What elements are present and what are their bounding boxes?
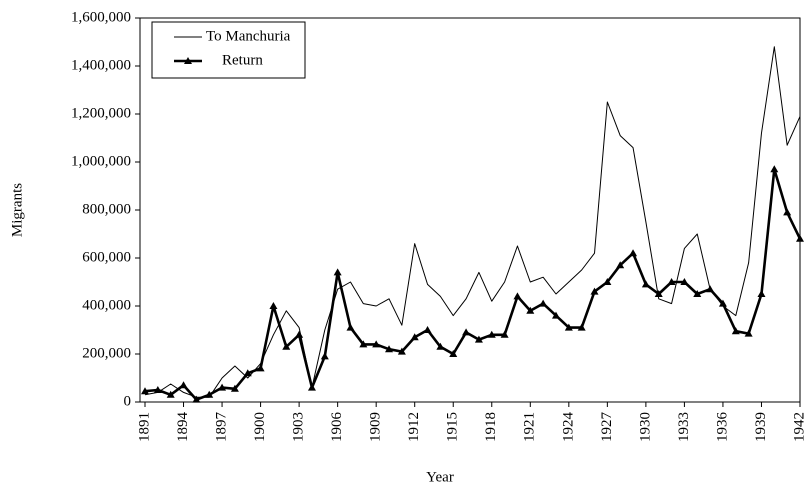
point-marker bbox=[667, 278, 676, 285]
point-marker bbox=[385, 345, 394, 353]
point-marker bbox=[218, 383, 227, 391]
point-marker bbox=[731, 327, 740, 335]
x-tick-label: 1906 bbox=[329, 412, 345, 443]
point-marker bbox=[590, 287, 599, 295]
x-tick-label: 1939 bbox=[753, 412, 769, 442]
x-tick-label: 1903 bbox=[291, 412, 307, 442]
point-marker bbox=[564, 323, 573, 331]
point-marker bbox=[372, 340, 381, 348]
point-marker bbox=[307, 383, 316, 391]
point-marker bbox=[693, 290, 702, 297]
y-tick-label: 1,400,000 bbox=[71, 57, 131, 73]
point-marker bbox=[744, 329, 753, 337]
point-marker bbox=[166, 390, 175, 398]
x-tick-label: 1894 bbox=[175, 412, 191, 443]
point-marker bbox=[783, 208, 792, 216]
x-tick-label: 1912 bbox=[406, 412, 422, 442]
point-marker bbox=[539, 299, 548, 307]
point-marker bbox=[796, 234, 804, 242]
point-marker bbox=[603, 278, 612, 285]
point-marker bbox=[295, 330, 304, 338]
x-tick-label: 1900 bbox=[252, 412, 268, 442]
point-marker bbox=[449, 350, 458, 357]
point-marker bbox=[256, 364, 265, 372]
point-marker bbox=[680, 278, 689, 285]
point-marker bbox=[410, 333, 419, 341]
point-marker bbox=[718, 299, 727, 307]
point-marker bbox=[141, 387, 149, 395]
y-tick-label: 600,000 bbox=[82, 249, 131, 265]
x-tick-label: 1921 bbox=[522, 412, 538, 442]
y-tick-label: 800,000 bbox=[82, 201, 131, 217]
point-marker bbox=[526, 306, 535, 314]
point-marker bbox=[500, 330, 509, 338]
point-marker bbox=[436, 342, 445, 350]
point-marker bbox=[654, 290, 663, 297]
point-marker bbox=[230, 384, 239, 392]
point-marker bbox=[282, 342, 291, 350]
x-tick-label: 1915 bbox=[445, 412, 461, 442]
point-marker bbox=[770, 165, 779, 173]
y-tick-label: 200,000 bbox=[82, 345, 131, 361]
y-tick-label: 400,000 bbox=[82, 297, 131, 313]
point-marker bbox=[359, 340, 368, 348]
y-tick-label: 1,000,000 bbox=[71, 153, 131, 169]
x-tick-label: 1924 bbox=[560, 412, 576, 443]
point-marker bbox=[192, 395, 201, 403]
point-marker bbox=[577, 323, 586, 331]
point-marker bbox=[513, 292, 522, 300]
x-tick-label: 1927 bbox=[599, 412, 615, 443]
y-axis-label: Migrants bbox=[9, 183, 25, 237]
legend-box bbox=[151, 21, 306, 79]
point-marker bbox=[616, 261, 625, 269]
point-marker bbox=[474, 335, 483, 343]
legend-label: Return bbox=[222, 52, 263, 68]
y-tick-label: 1,600,000 bbox=[71, 9, 131, 25]
point-marker bbox=[423, 326, 432, 333]
x-tick-label: 1918 bbox=[483, 412, 499, 442]
point-marker bbox=[397, 347, 406, 355]
point-marker bbox=[706, 285, 715, 293]
point-marker bbox=[641, 280, 650, 288]
point-marker bbox=[269, 302, 278, 309]
point-marker bbox=[551, 311, 560, 319]
point-marker bbox=[346, 323, 355, 331]
series-line bbox=[144, 167, 802, 401]
x-tick-label: 1936 bbox=[714, 412, 730, 443]
point-marker bbox=[205, 390, 214, 398]
x-axis-label: Year bbox=[426, 469, 454, 485]
x-tick-label: 1930 bbox=[637, 412, 653, 442]
point-marker bbox=[333, 268, 342, 276]
series-line bbox=[144, 46, 801, 398]
point-marker bbox=[153, 386, 162, 393]
y-tick-label: 1,200,000 bbox=[71, 105, 131, 121]
point-marker bbox=[487, 330, 496, 338]
x-tick-label: 1942 bbox=[791, 412, 805, 442]
x-tick-label: 1909 bbox=[368, 412, 384, 442]
point-marker bbox=[629, 249, 638, 257]
x-tick-label: 1933 bbox=[676, 412, 692, 442]
x-tick-label: 1897 bbox=[213, 412, 229, 443]
point-marker bbox=[243, 369, 252, 377]
point-marker bbox=[757, 290, 766, 297]
y-tick-label: 0 bbox=[124, 393, 132, 409]
x-tick-label: 1891 bbox=[136, 412, 152, 442]
legend-label: To Manchuria bbox=[206, 28, 291, 44]
point-marker bbox=[320, 352, 329, 360]
legend-marker bbox=[184, 57, 192, 64]
point-marker bbox=[462, 328, 471, 336]
point-marker bbox=[179, 381, 188, 389]
